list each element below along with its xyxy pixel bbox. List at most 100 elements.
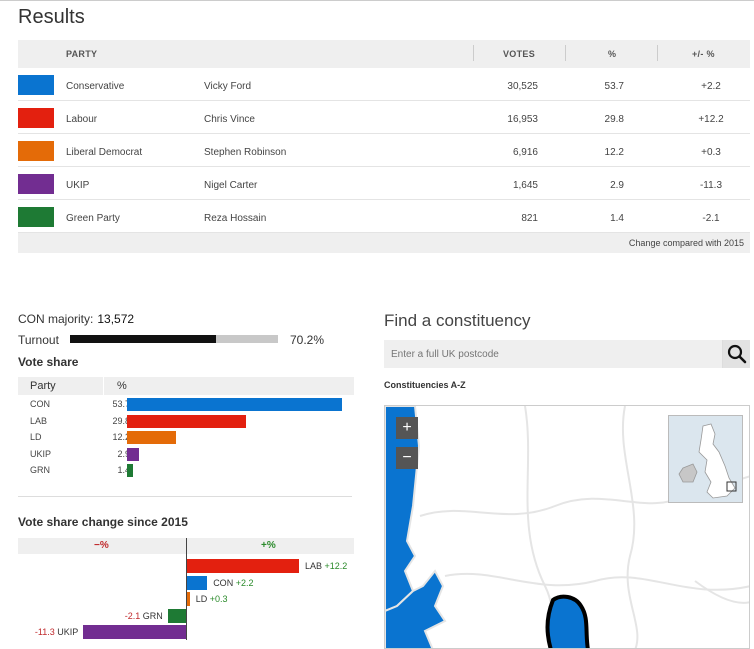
pct-value: 53.7 xyxy=(604,81,624,92)
vote-share-party: CON xyxy=(30,399,50,409)
votes-value: 1,645 xyxy=(512,180,538,191)
find-constituency-title: Find a constituency xyxy=(384,311,531,330)
turnout-bar-fill xyxy=(70,335,217,343)
vote-share-pct: 29.8 xyxy=(112,415,130,426)
party-color-swatch xyxy=(18,108,54,128)
vote-share-pct: 12.2 xyxy=(112,432,130,443)
party-color-swatch xyxy=(18,207,54,227)
constituencies-az-link[interactable]: Constituencies A-Z xyxy=(384,380,466,390)
header-divider xyxy=(565,45,566,61)
map-boundary xyxy=(621,406,639,648)
vote-share-col-pct: % xyxy=(117,380,127,392)
vote-share-row: LAB 29.8 xyxy=(18,414,354,430)
results-row: Liberal Democrat Stephen Robinson 6,916 12.… xyxy=(18,134,750,167)
party-color-swatch xyxy=(18,174,54,194)
vote-share-bar xyxy=(127,414,247,428)
pct-value: 29.8 xyxy=(604,114,624,125)
magnifier-icon xyxy=(727,344,747,364)
turnout-bar xyxy=(70,335,278,343)
vote-share-header: Party % xyxy=(18,377,354,395)
vote-change-row: -2.1 GRN xyxy=(0,608,754,624)
top-border xyxy=(0,0,754,3)
vote-change-value: -11.3 xyxy=(34,627,55,638)
vote-change-label: CON +2.2 xyxy=(213,578,253,588)
vote-share-party: LD xyxy=(30,432,42,443)
party-color-swatch xyxy=(18,141,54,161)
results-table-body: Conservative Vicky Ford 30,525 53.7 +2.2 Labo… xyxy=(18,68,750,233)
vote-share-party: LAB xyxy=(30,415,48,426)
turnout-value: 70.2% xyxy=(290,333,325,347)
pct-value: 2.9 xyxy=(610,180,624,191)
vote-share-party: UKIP xyxy=(30,448,52,459)
votes-value: 821 xyxy=(521,213,538,224)
search-button[interactable] xyxy=(722,340,750,368)
vote-change-bar xyxy=(187,575,208,590)
map-boundary xyxy=(444,572,749,591)
change-value: -11.3 xyxy=(699,180,723,191)
vote-change-pos-label: +% xyxy=(261,540,276,551)
vote-share-row: CON 53.7 xyxy=(18,397,354,413)
candidate-name: Reza Hossain xyxy=(204,213,267,224)
vote-change-axis xyxy=(186,538,187,640)
change-value: +12.2 xyxy=(698,114,724,125)
vote-change-row: LAB +12.2 xyxy=(0,559,754,574)
results-footnote-bar: Change compared with 2015 xyxy=(18,233,750,253)
vote-change-label: -11.3 UKIP xyxy=(35,627,78,637)
vote-change-value: -2.1 xyxy=(124,610,141,621)
candidate-name: Nigel Carter xyxy=(204,180,258,191)
vote-change-bar xyxy=(83,625,187,640)
results-row: UKIP Nigel Carter 1,645 2.9 -11.3 xyxy=(18,167,750,200)
vote-share-bar xyxy=(127,447,139,461)
vote-change-party: GRN xyxy=(142,610,163,621)
vote-change-party: CON xyxy=(213,577,234,588)
zoom-in-button[interactable]: + xyxy=(396,417,418,439)
vote-share-col-divider xyxy=(103,377,104,395)
votes-value: 16,953 xyxy=(507,114,538,125)
turnout-label: Turnout xyxy=(18,333,59,347)
party-name: UKIP xyxy=(66,180,90,191)
header-divider xyxy=(657,45,658,61)
results-row: Green Party Reza Hossain 821 1.4 -2.1 xyxy=(18,200,750,233)
results-row: Labour Chris Vince 16,953 29.8 +12.2 xyxy=(18,101,750,134)
results-footnote: Change compared with 2015 xyxy=(628,238,744,248)
vote-share-bar xyxy=(127,464,133,478)
header-change: +/- % xyxy=(692,49,715,59)
highlighted-constituency[interactable] xyxy=(545,594,590,649)
vote-change-party: LAB xyxy=(305,561,323,571)
postcode-input[interactable] xyxy=(384,340,720,368)
header-votes: VOTES xyxy=(503,49,536,59)
majority: CON majority: 13,572 xyxy=(18,312,134,326)
vote-change-row: LD +0.3 xyxy=(0,592,754,607)
map-region xyxy=(385,569,447,648)
majority-value: 13,572 xyxy=(97,312,135,326)
constituency-map[interactable]: + − xyxy=(384,405,750,649)
vote-change-bar xyxy=(187,559,299,573)
header-party: PARTY xyxy=(66,49,98,59)
vote-change-label: LD +0.3 xyxy=(196,594,228,604)
header-divider xyxy=(473,45,474,61)
vote-change-row: CON +2.2 xyxy=(0,575,754,591)
vote-share-row: GRN 1.4 xyxy=(18,463,354,479)
locator-minimap[interactable] xyxy=(668,415,743,503)
vote-share-party: GRN xyxy=(30,465,50,476)
vote-share-pct: 1.4 xyxy=(117,465,130,476)
change-value: -2.1 xyxy=(702,213,720,224)
vote-change-value: +2.2 xyxy=(235,577,254,588)
vote-share-row: LD 12.2 xyxy=(18,430,354,446)
vote-share-bar xyxy=(127,398,342,411)
results-row: Conservative Vicky Ford 30,525 53.7 +2.2 xyxy=(18,68,750,101)
party-name: Labour xyxy=(66,114,98,125)
pct-value: 12.2 xyxy=(604,147,624,158)
postcode-search xyxy=(384,340,750,368)
uk-locator-icon xyxy=(678,423,737,499)
map-boundary xyxy=(694,580,749,604)
vote-change-party: UKIP xyxy=(57,627,79,638)
party-name: Green Party xyxy=(66,213,120,224)
results-title: Results xyxy=(18,6,85,28)
vote-share-title: Vote share xyxy=(18,355,79,369)
pct-value: 1.4 xyxy=(610,213,624,224)
zoom-out-button[interactable]: − xyxy=(396,447,418,469)
vote-change-row: -11.3 UKIP xyxy=(0,625,754,640)
vote-share-row: UKIP 2.9 xyxy=(18,447,354,463)
vote-change-label: -2.1 GRN xyxy=(125,611,163,621)
